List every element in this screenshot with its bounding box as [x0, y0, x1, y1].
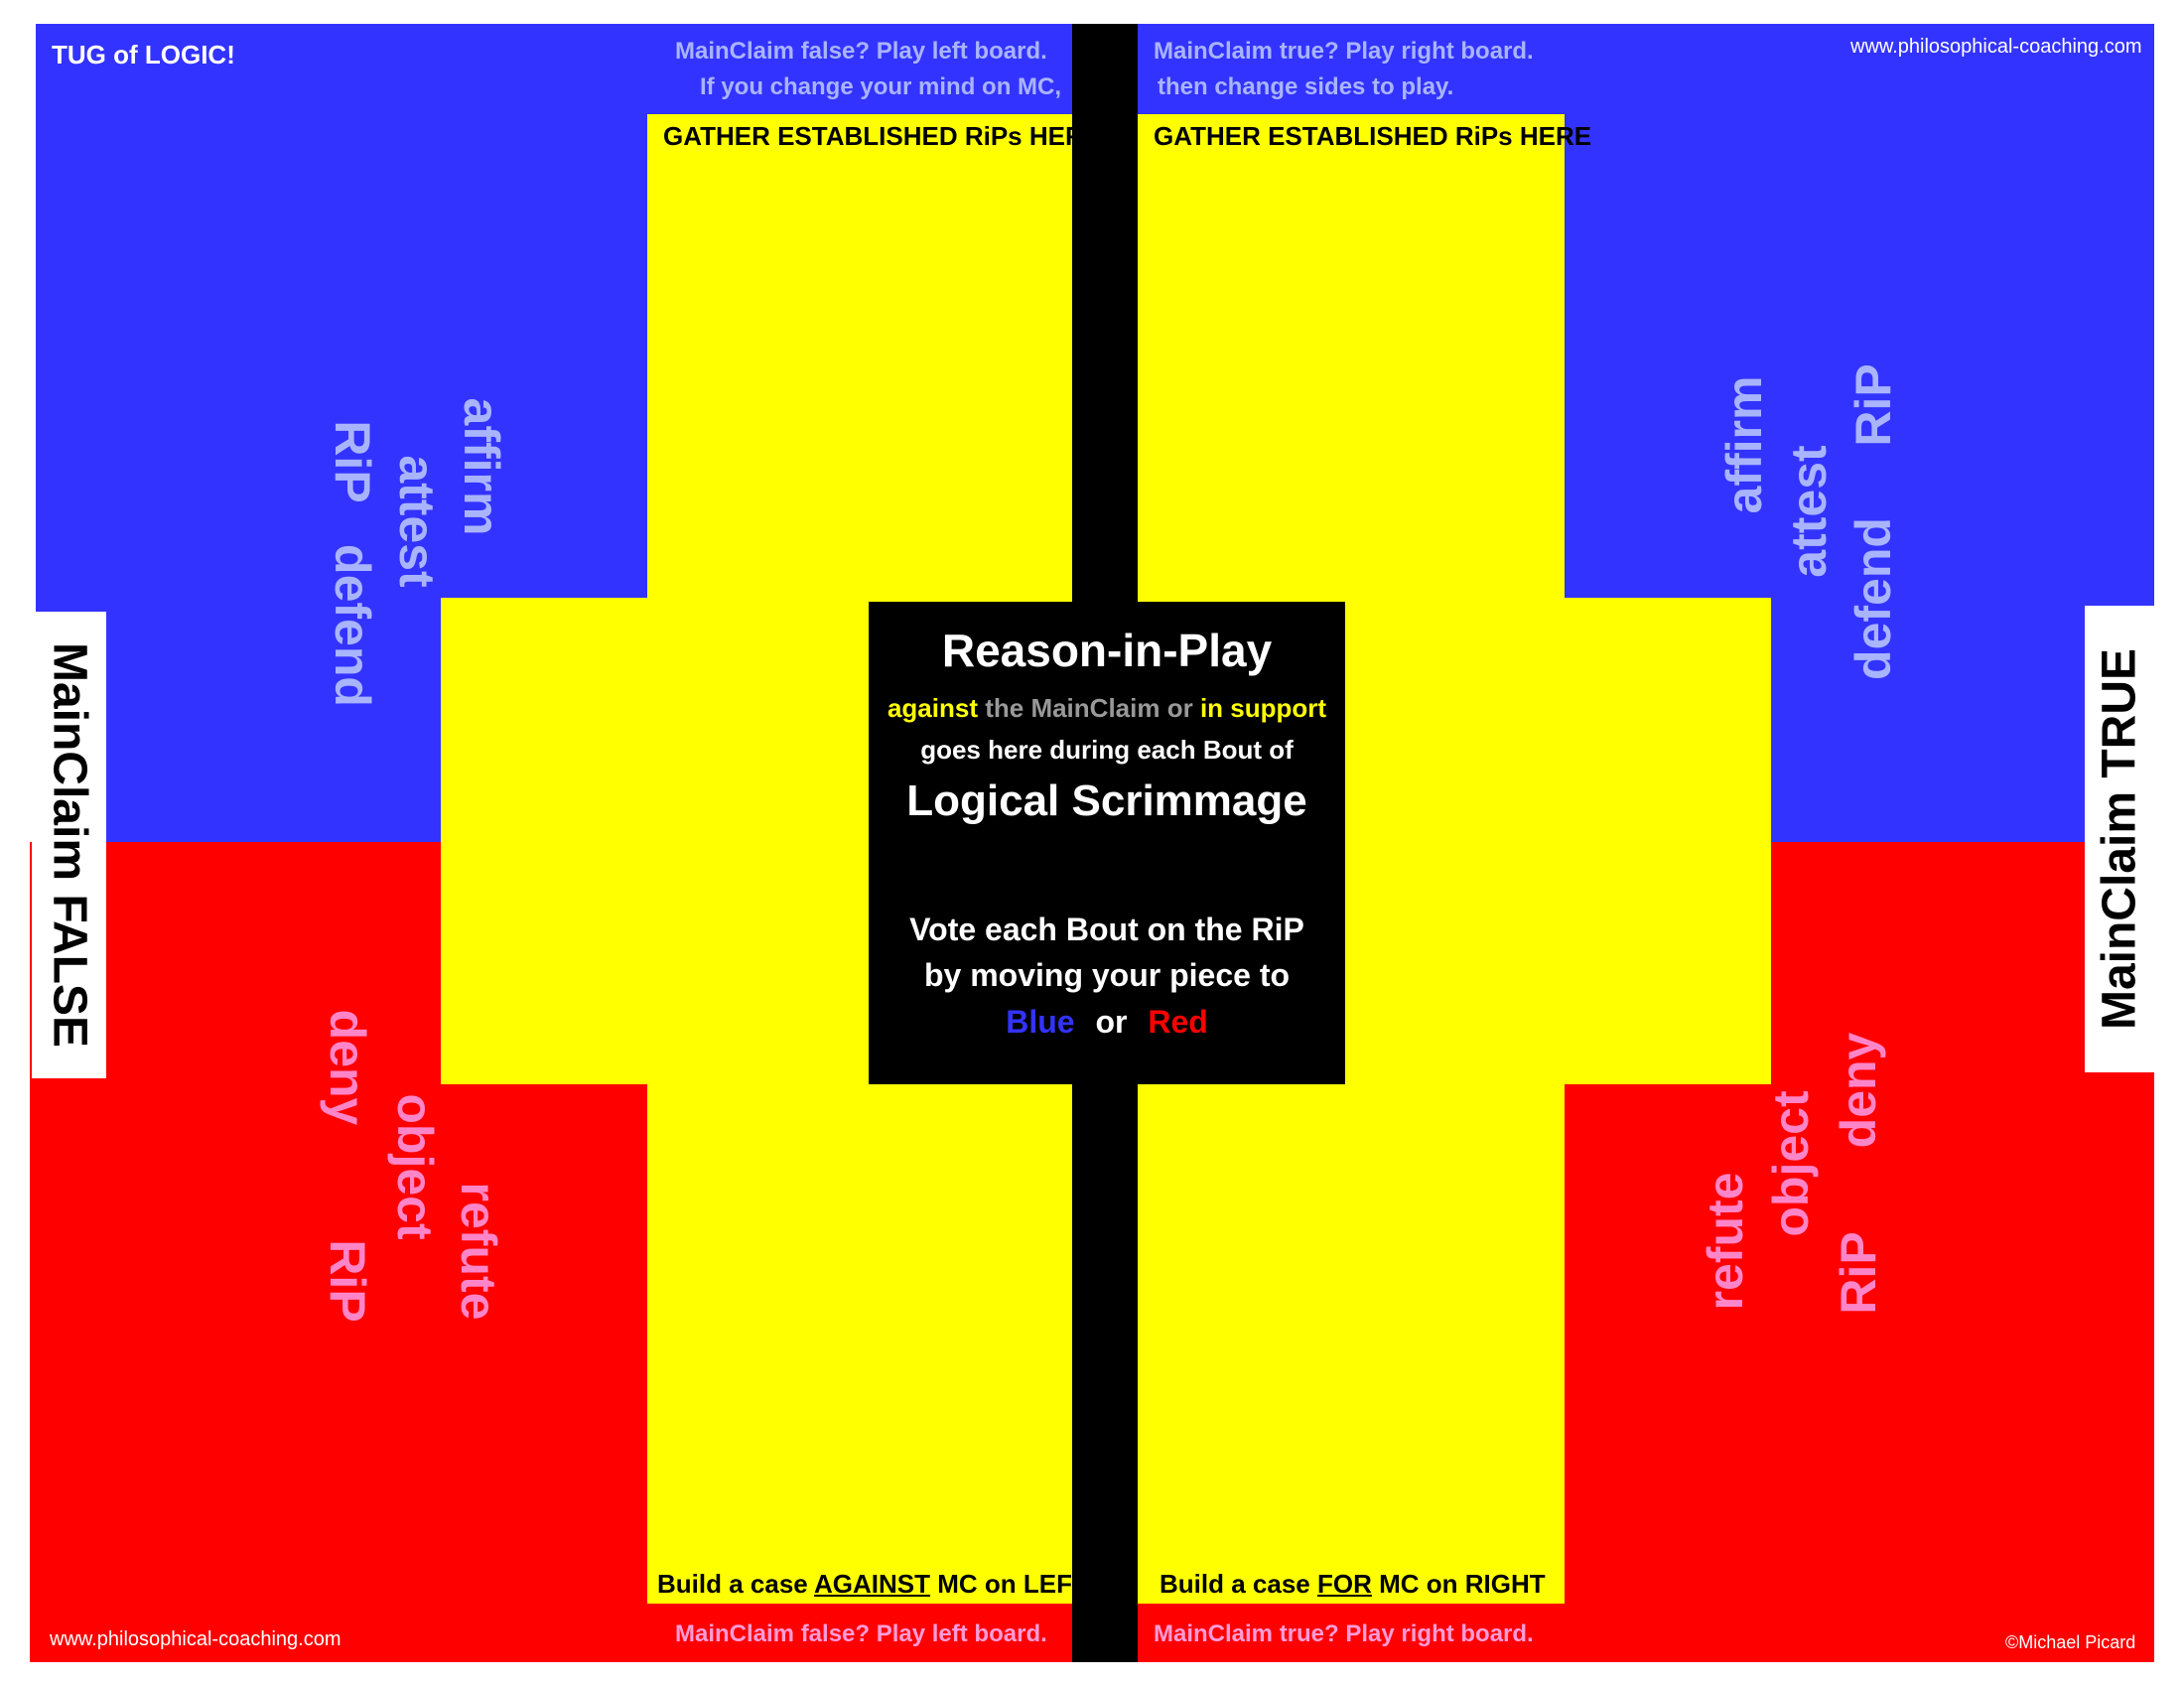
mainclaim-true-tab: MainClaim TRUE — [2085, 606, 2154, 1072]
header-right-line1: MainClaim true? Play right board. — [1154, 38, 1534, 65]
footer-right-play: MainClaim true? Play right board. — [1154, 1620, 1534, 1647]
rip-against-line: against the MainClaim or in support — [869, 693, 1345, 724]
build-case-left: Build a case AGAINST MC on LEFT — [657, 1569, 1088, 1600]
header-left-line2: If you change your mind on MC, — [700, 73, 1062, 100]
left-blue-word-attest: attest — [389, 455, 445, 588]
gather-right-label: GATHER ESTABLISHED RiPs HERE — [1154, 121, 1592, 151]
rip-or: or — [1095, 1004, 1128, 1040]
footer-website[interactable]: www.philosophical-coaching.com — [50, 1628, 341, 1650]
right-red-word-rip: RiP — [1831, 1231, 1886, 1315]
build-left-emph: AGAINST — [814, 1569, 930, 1599]
right-red-word-deny: deny — [1831, 1032, 1886, 1149]
rip-subtitle: Logical Scrimmage — [906, 776, 1307, 825]
rip-red: Red — [1148, 1004, 1208, 1040]
right-red-word-refute: refute — [1698, 1172, 1753, 1311]
footer-copyright: ©Michael Picard — [2005, 1632, 2136, 1652]
left-red-word-deny: deny — [320, 1009, 375, 1126]
right-blue-word-rip: RiP — [1845, 363, 1901, 447]
left-red-word-rip: RiP — [320, 1239, 375, 1323]
right-blue-word-affirm: affirm — [1716, 375, 1772, 514]
left-red-word-object: object — [387, 1093, 443, 1240]
build-right-emph: FOR — [1316, 1569, 1372, 1599]
reason-in-play-box[interactable]: Reason-in-Play against the MainClaim or … — [869, 602, 1345, 1084]
left-blue-word-defend: defend — [325, 544, 380, 707]
build-left-prefix: Build a case — [657, 1569, 808, 1599]
build-case-right: Build a case FOR MC on RIGHT — [1160, 1569, 1546, 1600]
build-left-suffix: MC on LEFT — [937, 1569, 1088, 1599]
footer-left-play: MainClaim false? Play left board. — [675, 1620, 1047, 1647]
rip-goes-here: goes here during each Bout of — [920, 735, 1294, 765]
rip-vote-line2: by moving your piece to — [923, 957, 1291, 993]
gather-left-label: GATHER ESTABLISHED RiPs HERE — [663, 121, 1102, 151]
mainclaim-false-tab: MainClaim FALSE — [32, 612, 106, 1078]
mainclaim-true-label: MainClaim TRUE — [2093, 647, 2146, 1031]
right-red-word-object: object — [1763, 1090, 1819, 1237]
left-blue-word-rip: RiP — [325, 420, 380, 503]
mainclaim-false-label: MainClaim FALSE — [43, 641, 95, 1049]
rip-vote-colors: Blue or Red — [869, 1004, 1345, 1041]
header-left-line1: MainClaim false? Play left board. — [675, 38, 1047, 65]
left-blue-word-affirm: affirm — [454, 397, 509, 536]
game-title: TUG of LOGIC! — [52, 40, 235, 70]
left-red-word-refute: refute — [451, 1182, 506, 1321]
rip-against: against — [887, 693, 978, 723]
header-right-line2: then change sides to play. — [1158, 73, 1454, 100]
build-right-suffix: MC on RIGHT — [1379, 1569, 1546, 1599]
right-blue-word-defend: defend — [1845, 517, 1901, 680]
rip-title: Reason-in-Play — [941, 625, 1273, 676]
build-right-prefix: Build a case — [1160, 1569, 1310, 1599]
right-blue-word-attest: attest — [1781, 445, 1837, 578]
rip-in-support: in support — [1199, 693, 1327, 723]
header-website[interactable]: www.philosophical-coaching.com — [1850, 36, 2142, 58]
rip-the-mainclaim-or: the MainClaim or — [985, 693, 1193, 723]
rip-blue: Blue — [1006, 1004, 1075, 1040]
rip-vote-line1: Vote each Bout on the RiP — [909, 912, 1304, 947]
